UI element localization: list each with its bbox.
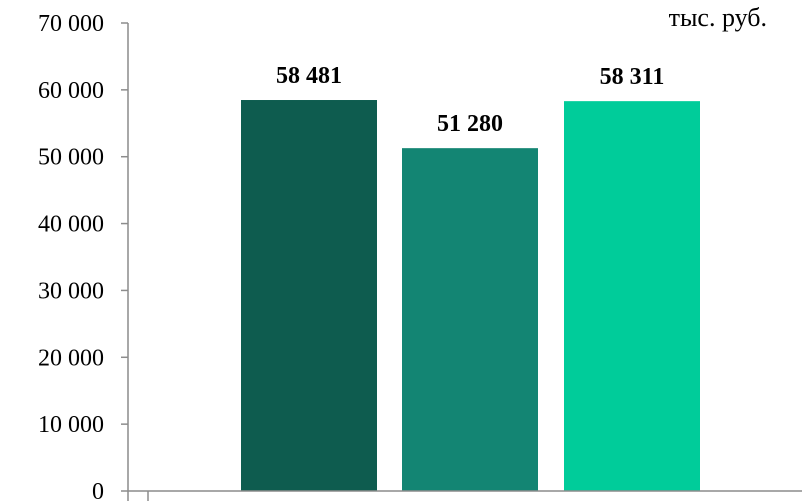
y-tick-label: 10 000 <box>38 412 104 438</box>
bars <box>241 100 700 492</box>
y-tick-label: 0 <box>92 479 104 501</box>
bar <box>241 100 377 491</box>
y-tick-label: 50 000 <box>38 145 104 171</box>
bar <box>564 101 700 491</box>
bar-value-label: 58 481 <box>276 63 342 89</box>
bar-value-label: 58 311 <box>600 64 665 90</box>
bar-value-label: 51 280 <box>437 111 503 137</box>
axes <box>127 23 802 501</box>
value-labels: 58 481 51 280 58 311 <box>276 63 664 137</box>
y-tick-label: 20 000 <box>38 345 104 371</box>
unit-label: тыс. руб. <box>669 3 767 32</box>
y-tick-label: 70 000 <box>38 11 104 37</box>
y-axis-ticks: 0 10 000 20 000 30 000 40 000 50 000 60 000 70 … <box>38 11 128 501</box>
bar <box>402 148 538 492</box>
y-tick-label: 30 000 <box>38 278 104 304</box>
y-tick-label: 40 000 <box>38 212 104 238</box>
y-tick-label: 60 000 <box>38 78 104 104</box>
